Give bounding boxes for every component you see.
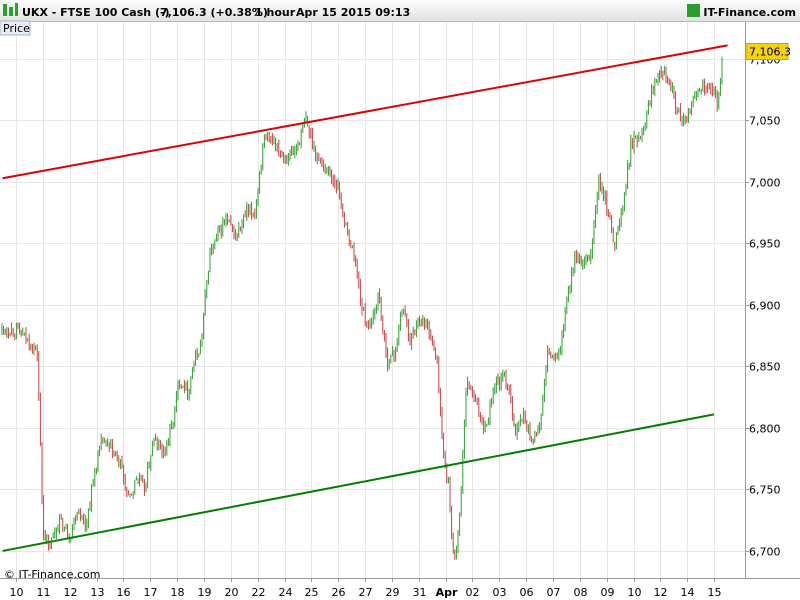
time-tick-label: 03 [493,586,507,599]
price-tick-label: 6,700 [749,546,781,559]
candles [1,56,723,560]
last-quote: 7,106.3 (+0.38%) [160,6,268,19]
time-tick-label: 09 [601,586,615,599]
time-tick-label: 24 [279,586,293,599]
time-tick-label: 31 [413,586,427,599]
time-tick-label: 13 [91,586,105,599]
panel-label-box[interactable] [0,20,31,36]
trendlines [2,44,728,552]
copyright-label: © IT-Finance.com [4,568,101,581]
price-tick-label: 6,750 [749,484,781,497]
time-tick-label: 25 [305,586,319,599]
time-tick-label: 12 [64,586,78,599]
price-axis: 7,1007,0507,0006,9506,9006,8506,8006,750… [745,54,781,559]
time-tick-label: 16 [117,586,131,599]
price-axis-border [745,22,746,578]
time-tick-label: 20 [225,586,239,599]
brand-label: IT-Finance.com [703,6,796,19]
time-tick-label: 22 [252,586,266,599]
time-tick-label: 29 [386,586,400,599]
time-tick-label: 14 [681,586,695,599]
time-tick-label: 17 [144,586,158,599]
ticker-icon [3,3,18,16]
time-tick-label: 15 [708,586,722,599]
panel-label: Price [3,22,30,35]
time-tick-label: 08 [574,586,588,599]
last-price-label: 7,106.3 [749,46,791,59]
datetime-label: Apr 15 2015 09:13 [296,6,410,19]
price-tick-label: 6,900 [749,300,781,313]
time-tick-label: 07 [547,586,561,599]
time-tick-label: 10 [628,586,642,599]
time-tick-label: 10 [10,586,24,599]
time-axis-border [0,578,800,579]
title-separator [0,21,800,22]
time-tick-label: Apr [436,586,458,599]
time-tick-label: 12 [654,586,668,599]
time-axis: 10 11 12 13 16 17 18 19 20 22 24 25 26 27 29 31 Apr 02 03 0… [10,578,722,599]
symbol-title: UKX - FTSE 100 Cash (-) [22,6,170,19]
price-tick-label: 6,950 [749,238,781,251]
price-tick-label: 7,000 [749,177,781,190]
grid-lines [0,22,745,578]
trendline-lower[interactable] [2,413,715,552]
time-tick-label: 06 [520,586,534,599]
price-tick-label: 7,050 [749,115,781,128]
last-price-tag: 7,106.3 [745,43,791,60]
price-tick-label: 6,800 [749,423,781,436]
time-tick-label: 11 [37,586,51,599]
brand-logo-icon [687,4,700,17]
time-tick-label: 26 [332,586,346,599]
time-tick-label: 27 [359,586,373,599]
time-tick-label: 02 [466,586,480,599]
time-tick-label: 18 [171,586,185,599]
interval-label: 1 hour [255,6,296,19]
trendline-upper[interactable] [2,44,728,180]
price-tick-label: 6,850 [749,361,781,374]
time-tick-label: 19 [198,586,212,599]
